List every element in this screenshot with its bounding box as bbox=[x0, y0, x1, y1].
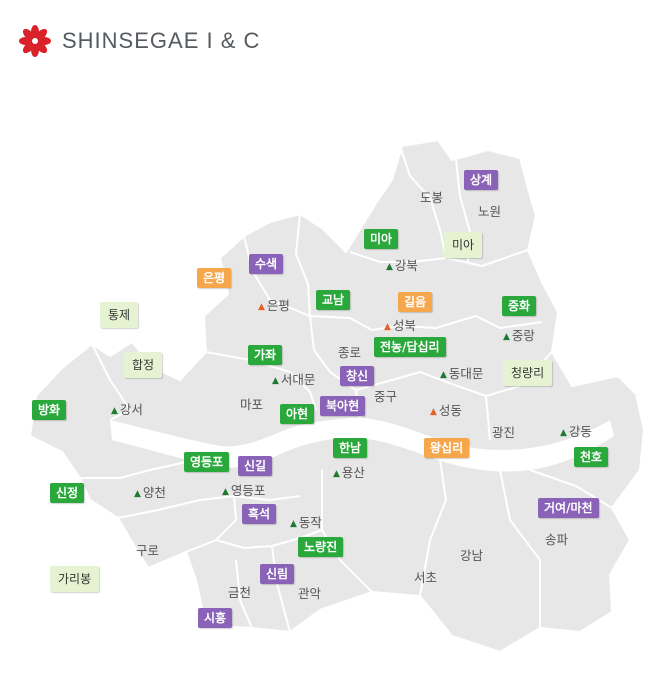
district-label: ▲ 용산 bbox=[333, 465, 365, 483]
brand-name: SHINSEGAE I & C bbox=[62, 28, 261, 53]
area-tag[interactable]: 청량리 bbox=[503, 360, 553, 386]
district-label: ▲ 강동 bbox=[560, 424, 592, 442]
district-name: 동대문 bbox=[448, 366, 484, 381]
area-tag[interactable]: 신림 bbox=[260, 564, 295, 584]
district-name: 송파 bbox=[545, 532, 569, 547]
district-label: 종로 bbox=[338, 345, 361, 361]
area-tag[interactable]: 거여/마천 bbox=[538, 498, 599, 518]
area-tag[interactable]: 신정 bbox=[50, 483, 85, 503]
district-borders bbox=[80, 145, 613, 633]
district-name: 양천 bbox=[142, 485, 166, 500]
area-tag[interactable]: 가좌 bbox=[248, 345, 283, 365]
area-tag[interactable]: 길음 bbox=[398, 292, 433, 312]
district-label: 마포 bbox=[240, 397, 263, 413]
triangle-marker-icon: ▲ bbox=[430, 407, 437, 417]
triangle-marker-icon: ▲ bbox=[222, 487, 229, 497]
area-tag[interactable]: 수색 bbox=[249, 254, 284, 274]
district-label: 광진 bbox=[492, 425, 515, 441]
area-tag[interactable]: 은평 bbox=[197, 268, 232, 288]
district-label: 금천 bbox=[228, 585, 251, 601]
district-name: 은평 bbox=[266, 298, 290, 313]
district-label: ▲ 중랑 bbox=[503, 328, 535, 346]
district-label: 노원 bbox=[478, 204, 501, 220]
area-tag[interactable]: 시흥 bbox=[198, 608, 233, 628]
district-name: 관악 bbox=[298, 586, 322, 601]
area-tag[interactable]: 가리봉 bbox=[50, 566, 100, 592]
district-name: 동작 bbox=[298, 515, 322, 530]
district-name: 구로 bbox=[136, 543, 160, 558]
district-name: 노원 bbox=[478, 204, 502, 219]
triangle-marker-icon: ▲ bbox=[386, 262, 393, 272]
area-tag[interactable]: 방화 bbox=[32, 400, 67, 420]
district-name: 서초 bbox=[414, 570, 438, 585]
area-tag[interactable]: 천호 bbox=[574, 447, 609, 467]
area-tag[interactable]: 아현 bbox=[280, 404, 315, 424]
district-name: 성동 bbox=[438, 403, 462, 418]
district-label: ▲ 영등포 bbox=[222, 483, 265, 501]
district-label: ▲ 성북 bbox=[384, 318, 416, 336]
district-label: ▲ 동대문 bbox=[440, 366, 483, 384]
area-tag[interactable]: 중화 bbox=[502, 296, 537, 316]
triangle-marker-icon: ▲ bbox=[272, 376, 279, 386]
district-name: 마포 bbox=[240, 397, 264, 412]
area-tag[interactable]: 전농/답십리 bbox=[374, 337, 446, 357]
area-tag[interactable]: 노량진 bbox=[298, 537, 344, 557]
triangle-marker-icon: ▲ bbox=[258, 302, 265, 312]
district-name: 강북 bbox=[394, 258, 418, 273]
area-tag[interactable]: 창신 bbox=[340, 366, 375, 386]
area-tag[interactable]: 교남 bbox=[316, 290, 351, 310]
district-name: 종로 bbox=[338, 345, 362, 360]
district-name: 광진 bbox=[492, 425, 516, 440]
district-name: 서대문 bbox=[280, 372, 316, 387]
district-name: 중랑 bbox=[511, 328, 535, 343]
district-label: 관악 bbox=[298, 586, 321, 602]
triangle-marker-icon: ▲ bbox=[560, 428, 567, 438]
han-river bbox=[110, 417, 614, 472]
district-label: ▲ 강서 bbox=[111, 402, 143, 420]
area-tag[interactable]: 한남 bbox=[333, 438, 368, 458]
district-name: 성북 bbox=[392, 318, 416, 333]
district-name: 금천 bbox=[228, 585, 252, 600]
area-tag[interactable]: 통제 bbox=[100, 302, 139, 328]
district-label: 중구 bbox=[374, 389, 397, 405]
triangle-marker-icon: ▲ bbox=[503, 332, 510, 342]
district-label: ▲ 동작 bbox=[290, 515, 322, 533]
district-label: 도봉 bbox=[420, 190, 443, 206]
area-tag[interactable]: 영등포 bbox=[184, 452, 230, 472]
district-label: ▲ 강북 bbox=[386, 258, 418, 276]
district-name: 강남 bbox=[460, 548, 484, 563]
area-tag[interactable]: 왕십리 bbox=[424, 438, 470, 458]
triangle-marker-icon: ▲ bbox=[384, 322, 391, 332]
district-name: 강동 bbox=[568, 424, 592, 439]
brand-logo[interactable]: SHINSEGAE I & C bbox=[18, 24, 260, 58]
district-label: 구로 bbox=[136, 543, 159, 559]
triangle-marker-icon: ▲ bbox=[440, 370, 447, 380]
district-label: ▲ 양천 bbox=[134, 485, 166, 503]
district-name: 강서 bbox=[119, 402, 143, 417]
area-tag[interactable]: 북아현 bbox=[320, 396, 366, 416]
district-label: ▲ 은평 bbox=[258, 298, 290, 316]
district-label: ▲ 성동 bbox=[430, 403, 462, 421]
district-name: 용산 bbox=[341, 465, 365, 480]
triangle-marker-icon: ▲ bbox=[333, 469, 340, 479]
district-name: 중구 bbox=[374, 389, 398, 404]
triangle-marker-icon: ▲ bbox=[134, 489, 141, 499]
area-tag[interactable]: 미아 bbox=[364, 229, 399, 249]
triangle-marker-icon: ▲ bbox=[111, 406, 118, 416]
district-name: 도봉 bbox=[420, 190, 444, 205]
area-tag[interactable]: 미아 bbox=[444, 232, 483, 258]
area-tag[interactable]: 상계 bbox=[464, 170, 499, 190]
area-tag[interactable]: 신길 bbox=[238, 456, 273, 476]
area-tag[interactable]: 합정 bbox=[124, 352, 163, 378]
district-name: 영등포 bbox=[230, 483, 266, 498]
district-label: 송파 bbox=[545, 532, 568, 548]
district-label: 강남 bbox=[460, 548, 483, 564]
district-label: 서초 bbox=[414, 570, 437, 586]
triangle-marker-icon: ▲ bbox=[290, 519, 297, 529]
area-tag[interactable]: 흑석 bbox=[242, 504, 277, 524]
red-flower-logo-icon bbox=[19, 25, 51, 57]
district-label: ▲ 서대문 bbox=[272, 372, 315, 390]
